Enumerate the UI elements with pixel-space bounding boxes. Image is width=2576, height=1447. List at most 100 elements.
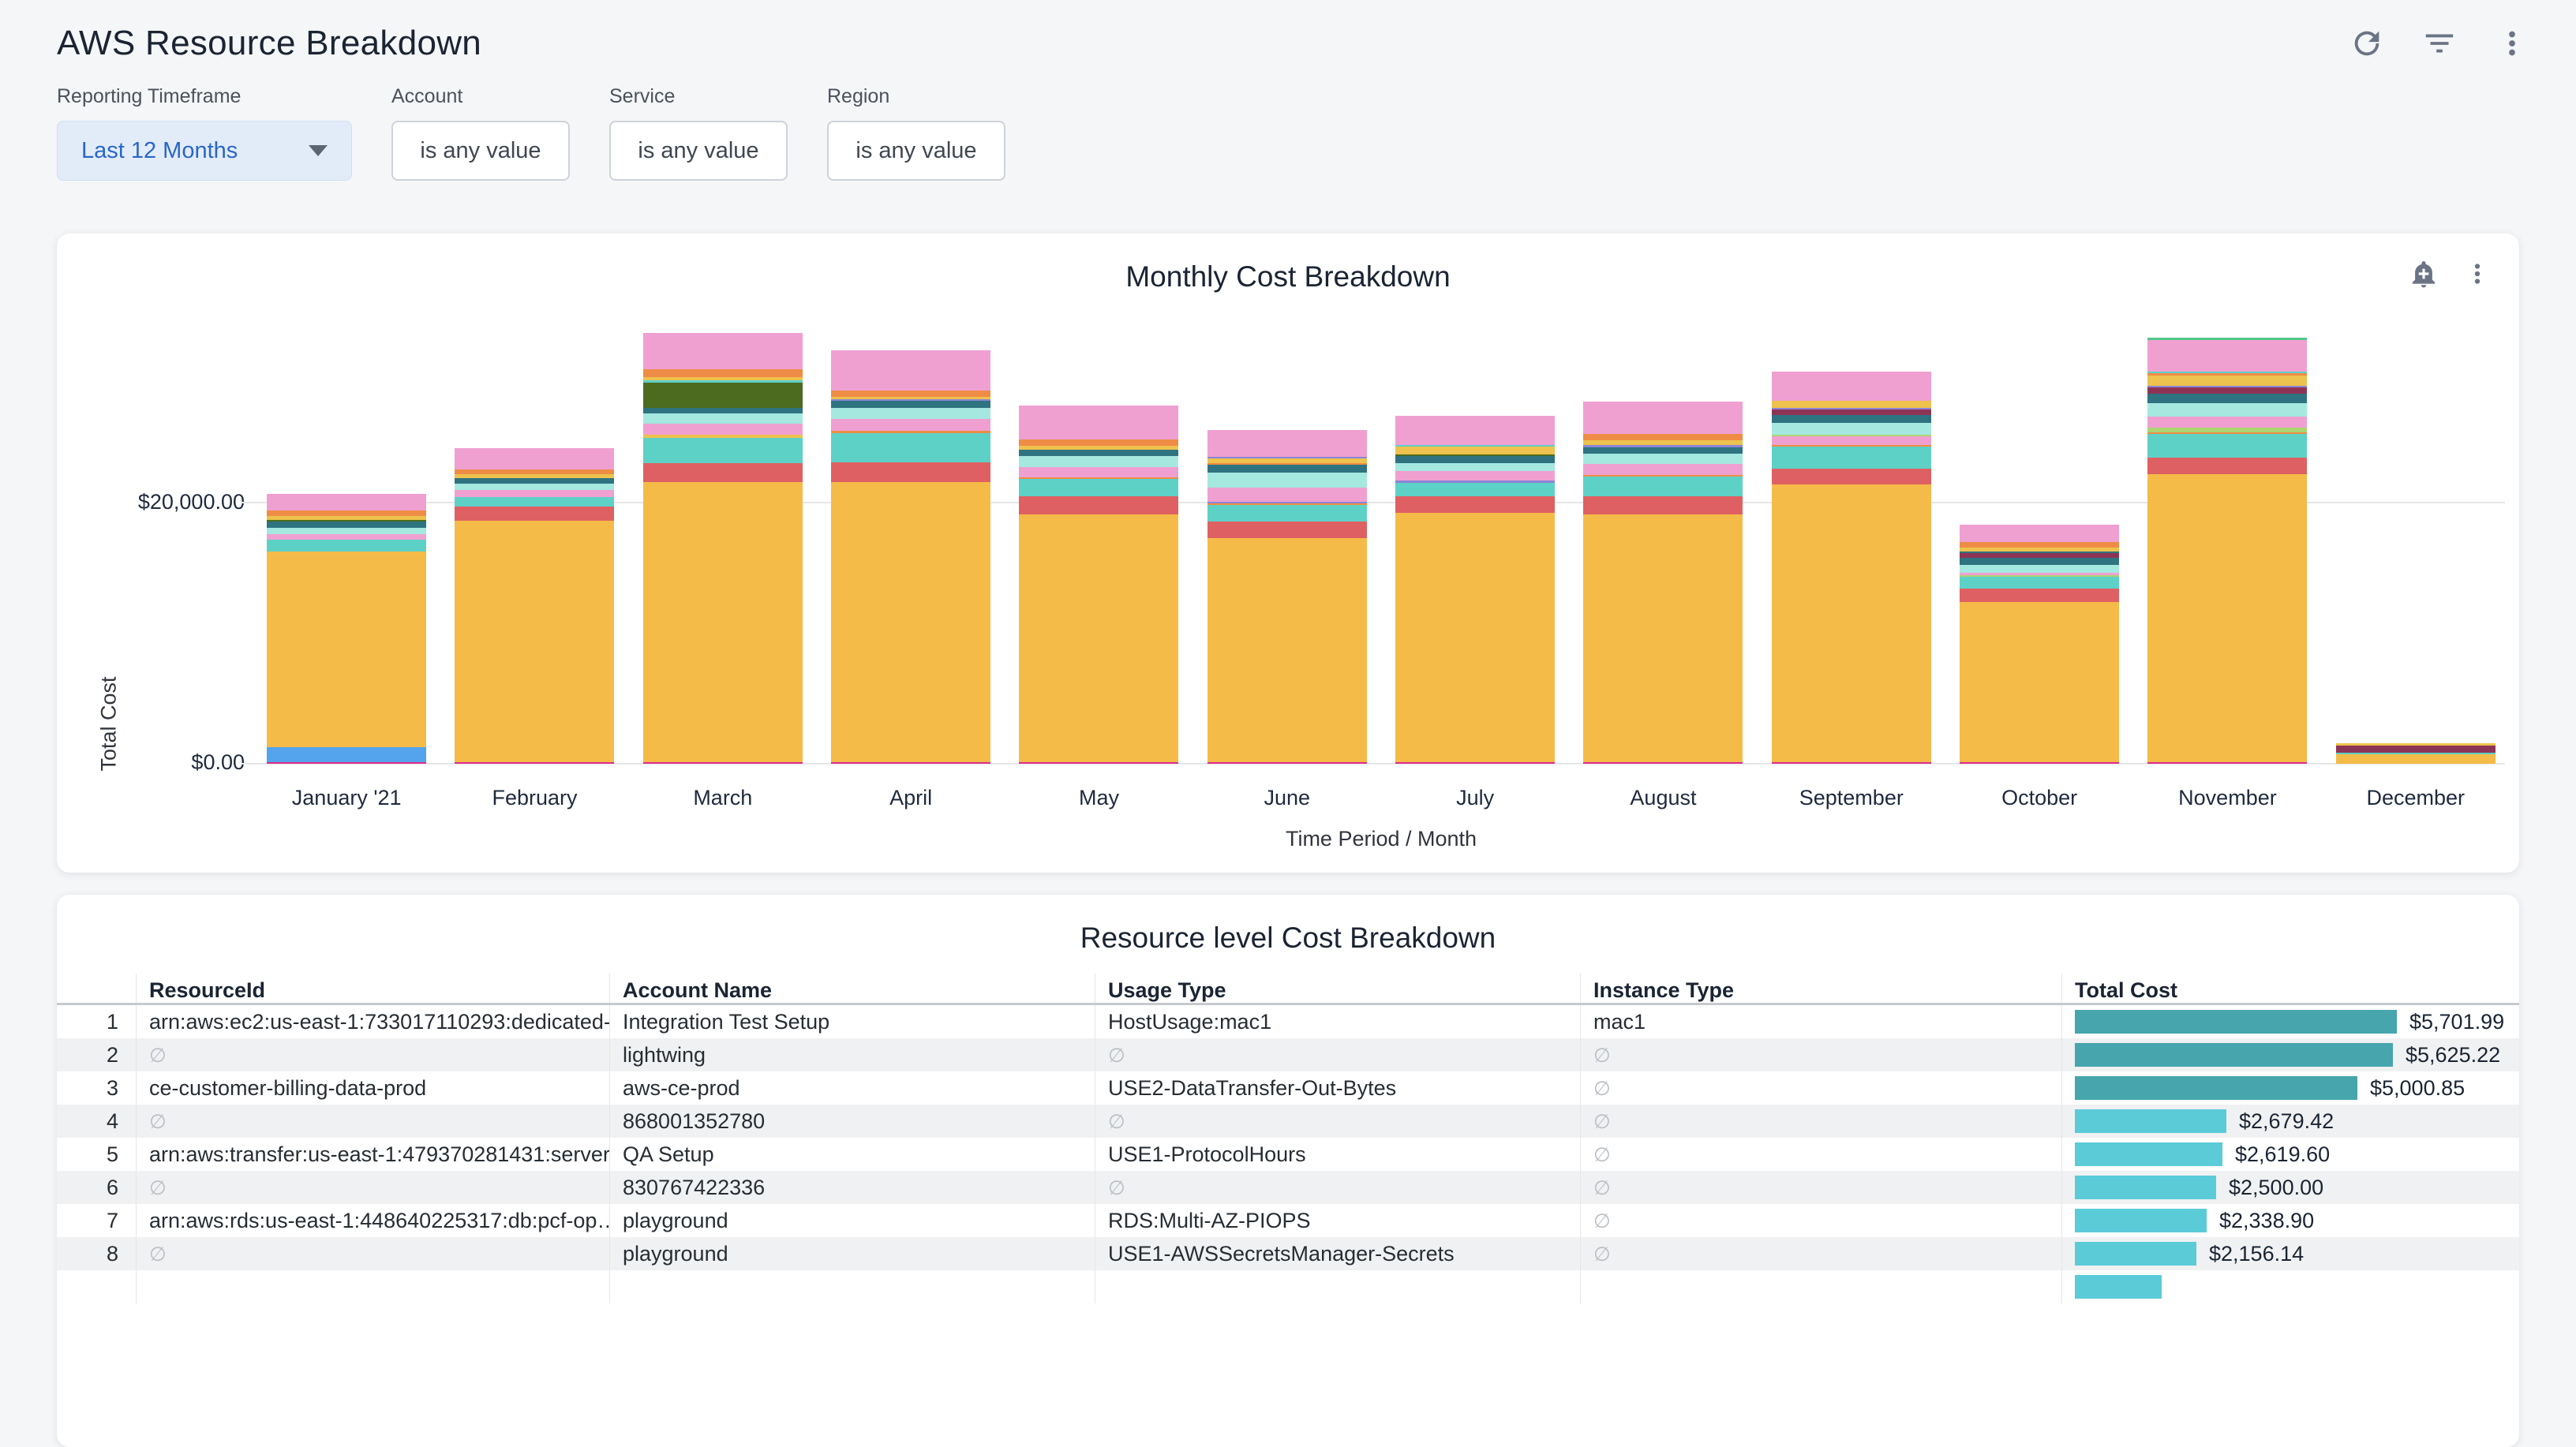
bar-segment[interactable] xyxy=(1583,434,1743,440)
bar-segment[interactable] xyxy=(1207,472,1367,488)
tile-more-button[interactable] xyxy=(2462,259,2492,289)
bar-segment[interactable] xyxy=(2147,372,2308,376)
bar-segment[interactable] xyxy=(1771,409,1931,416)
cell-instance-type[interactable]: ∅ xyxy=(1580,1204,2061,1237)
bar-segment[interactable] xyxy=(267,762,427,764)
cell-resource-id[interactable]: arn:aws:rds:us-east-1:448640225317:db:pc… xyxy=(136,1204,609,1237)
cell-account-name[interactable]: playground xyxy=(609,1237,1095,1270)
bar-segment[interactable] xyxy=(642,761,803,764)
column-header-usage-type[interactable]: Usage Type xyxy=(1095,974,1580,1003)
bar-segment[interactable] xyxy=(2147,428,2308,432)
bar-segment[interactable] xyxy=(1019,514,1179,762)
bar-segment[interactable] xyxy=(831,408,991,420)
cell-account-name[interactable]: 868001352780 xyxy=(609,1105,1095,1138)
cell-resource-id[interactable]: ∅ xyxy=(136,1171,609,1204)
bar-segment[interactable] xyxy=(1771,469,1931,485)
bar-segment[interactable] xyxy=(1207,537,1367,762)
bar-segment[interactable] xyxy=(1395,483,1556,497)
bar-segment[interactable] xyxy=(267,746,427,762)
cell-total-cost[interactable]: $5,625.22 xyxy=(2061,1038,2519,1071)
bar-segment[interactable] xyxy=(455,521,615,762)
bar-segment[interactable] xyxy=(1583,495,1743,514)
bar-segment[interactable] xyxy=(455,507,615,522)
bar-segment[interactable] xyxy=(642,407,803,413)
bar-segment[interactable] xyxy=(267,552,427,747)
bar-segment[interactable] xyxy=(1960,572,2120,575)
bar-segment[interactable] xyxy=(1960,551,2120,553)
bar-segment[interactable] xyxy=(831,431,991,434)
dashboard-more-button[interactable] xyxy=(2494,25,2530,62)
bar-segment[interactable] xyxy=(1583,454,1743,465)
bar-segment[interactable] xyxy=(1771,435,1931,437)
cell-total-cost[interactable]: $5,701.99 xyxy=(2061,1005,2519,1038)
cell-usage-type[interactable]: USE1-ProtocolHours xyxy=(1095,1138,1580,1171)
bar-segment[interactable] xyxy=(1207,504,1367,522)
cell-resource-id[interactable]: ∅ xyxy=(136,1038,609,1071)
bar-segment[interactable] xyxy=(267,527,427,534)
bar-segment[interactable] xyxy=(2335,746,2496,753)
bar-segment[interactable] xyxy=(1395,444,1556,447)
bar-segment[interactable] xyxy=(1960,558,2120,565)
bar-segment[interactable] xyxy=(642,380,803,383)
bar-segment[interactable] xyxy=(831,761,991,764)
cell-total-cost[interactable]: $5,000.85 xyxy=(2061,1071,2519,1105)
bar-segment[interactable] xyxy=(1960,525,2120,543)
column-header-total-cost[interactable]: Total Cost xyxy=(2061,974,2519,1003)
region-filter-button[interactable]: is any value xyxy=(827,121,1005,181)
bar-segment[interactable] xyxy=(2335,742,2496,746)
bar-segment[interactable] xyxy=(267,493,427,510)
bar-segment[interactable] xyxy=(1771,761,1931,764)
service-filter-button[interactable]: is any value xyxy=(609,121,788,181)
cell-total-cost[interactable]: $2,338.90 xyxy=(2061,1204,2519,1237)
bar-segment[interactable] xyxy=(2147,385,2308,387)
bar-segment[interactable] xyxy=(267,533,427,540)
bar-segment[interactable] xyxy=(1771,484,1931,762)
cell-usage-type[interactable] xyxy=(1095,1270,1580,1303)
bar-column[interactable] xyxy=(2322,306,2510,764)
bar-segment[interactable] xyxy=(1583,477,1743,496)
bar-segment[interactable] xyxy=(1960,761,2120,764)
bar-segment[interactable] xyxy=(2147,371,2308,373)
bar-segment[interactable] xyxy=(1395,480,1556,484)
bar-column[interactable] xyxy=(1193,306,1381,764)
cell-usage-type[interactable]: RDS:Multi-AZ-PIOPS xyxy=(1095,1204,1580,1237)
bar-segment[interactable] xyxy=(1583,439,1743,446)
bar-segment[interactable] xyxy=(1771,415,1931,424)
bar-segment[interactable] xyxy=(455,474,615,478)
bar-segment[interactable] xyxy=(642,424,803,436)
bar-segment[interactable] xyxy=(1019,466,1179,478)
bar-segment[interactable] xyxy=(1207,429,1367,458)
cell-total-cost[interactable]: $2,619.60 xyxy=(2061,1138,2519,1171)
bar-segment[interactable] xyxy=(831,390,991,398)
bar-segment[interactable] xyxy=(642,438,803,463)
timeframe-select[interactable]: Last 12 Months xyxy=(57,121,352,181)
cell-total-cost[interactable]: $2,156.14 xyxy=(2061,1237,2519,1270)
bar-segment[interactable] xyxy=(1207,503,1367,505)
bar-segment[interactable] xyxy=(1771,423,1931,436)
cell-account-name[interactable]: Integration Test Setup xyxy=(609,1005,1095,1038)
bar-segment[interactable] xyxy=(1583,514,1743,762)
bar-segment[interactable] xyxy=(1019,439,1179,447)
cell-instance-type[interactable]: ∅ xyxy=(1580,1071,2061,1105)
column-header-account-name[interactable]: Account Name xyxy=(609,974,1095,1003)
bar-segment[interactable] xyxy=(1395,471,1556,481)
account-filter-button[interactable]: is any value xyxy=(391,121,570,181)
cell-resource-id[interactable]: arn:aws:ec2:us-east-1:733017110293:dedic… xyxy=(136,1005,609,1038)
bar-segment[interactable] xyxy=(1395,454,1556,456)
bar-segment[interactable] xyxy=(1960,564,2120,573)
bar-segment[interactable] xyxy=(831,481,991,762)
bar-segment[interactable] xyxy=(1395,761,1556,764)
bar-segment[interactable] xyxy=(831,398,991,402)
bar-segment[interactable] xyxy=(1207,457,1367,459)
bar-segment[interactable] xyxy=(1395,513,1556,762)
bar-segment[interactable] xyxy=(1019,495,1179,514)
dashboard-filters-button[interactable] xyxy=(2421,25,2458,62)
column-header-resourceid[interactable]: ResourceId xyxy=(136,974,609,1003)
bar-segment[interactable] xyxy=(642,368,803,377)
bar-segment[interactable] xyxy=(2147,761,2308,764)
cell-usage-type[interactable]: ∅ xyxy=(1095,1038,1580,1071)
bar-segment[interactable] xyxy=(455,469,615,475)
bar-segment[interactable] xyxy=(2147,387,2308,394)
bar-segment[interactable] xyxy=(1583,445,1743,447)
bar-segment[interactable] xyxy=(2147,432,2308,434)
